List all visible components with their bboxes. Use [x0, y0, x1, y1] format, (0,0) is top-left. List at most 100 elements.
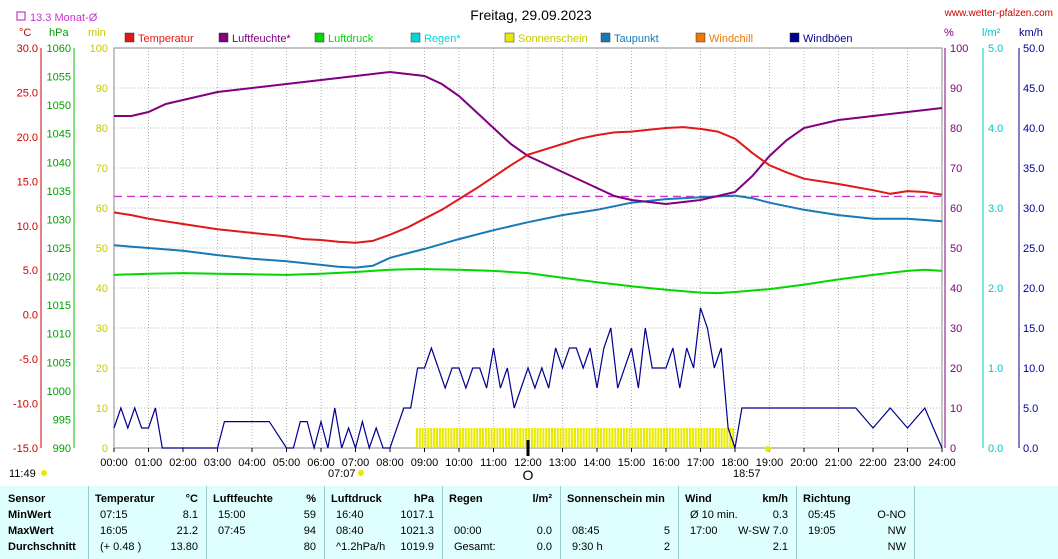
sunshine-bar: [559, 428, 562, 448]
wind-unit: km/h: [1019, 27, 1043, 39]
dir-time: 05:45: [808, 509, 836, 521]
legend-swatch: [504, 32, 515, 43]
sunshine-bar: [484, 428, 487, 448]
dir-value: O-NO: [877, 509, 906, 521]
sunshine-bar: [625, 428, 628, 448]
pressure-tick-label: 1040: [47, 157, 71, 169]
x-tick-label: 05:00: [273, 457, 301, 469]
sunshine-bar: [461, 428, 464, 448]
pressure-tick-label: 1015: [47, 300, 71, 312]
sunshine-bar: [723, 428, 726, 448]
row-label: Durchschnitt: [8, 541, 76, 553]
dir-time: 19:05: [808, 525, 836, 537]
pressure-tick-label: 1010: [47, 329, 71, 341]
header-press-unit: hPa: [413, 493, 434, 505]
rain-time: Gesamt:: [454, 541, 496, 553]
wind-tick-label: 10.0: [1023, 363, 1044, 375]
header-rain: Regen: [449, 493, 483, 505]
x-tick-label: 18:00: [721, 457, 749, 469]
sunshine-bar: [602, 428, 605, 448]
wind-tick-label: 15.0: [1023, 323, 1044, 335]
sunshine-bar: [447, 428, 450, 448]
x-tick-label: 16:00: [652, 457, 680, 469]
sunshine-bar: [513, 428, 516, 448]
sunshine-bar: [622, 428, 625, 448]
sunshine-bar: [620, 428, 622, 448]
sunshine-bar: [436, 428, 438, 448]
temp-tick-label: -10.0: [13, 399, 38, 411]
sunshine-bar: [441, 428, 444, 448]
temp-tick-label: 10.0: [17, 221, 38, 233]
legend-label: Luftdruck: [328, 33, 374, 45]
sunshine-bar: [505, 428, 507, 448]
temp-tick-label: -5.0: [19, 354, 38, 366]
sunshine-bar: [450, 428, 453, 448]
x-tick-label: 24:00: [928, 457, 956, 469]
x-tick-label: 01:00: [135, 457, 163, 469]
pressure-tick-label: 1030: [47, 214, 71, 226]
humidity-tick-label: 50: [950, 243, 962, 255]
sunshine-bar: [510, 428, 513, 448]
x-tick-label: 00:00: [100, 457, 128, 469]
sunshine-bar: [525, 428, 528, 448]
x-tick-label: 07:00: [342, 457, 370, 469]
sunshine-bar: [582, 428, 585, 448]
minutes-tick-label: 50: [96, 243, 108, 255]
x-tick-label: 12:00: [514, 457, 542, 469]
legend-label: Luftfeuchte*: [232, 33, 291, 45]
x-tick-label: 02:00: [169, 457, 197, 469]
humidity-line: [114, 70, 943, 206]
sunset-label: 18:57: [733, 468, 761, 480]
sun-value: 5: [663, 525, 670, 537]
table-column-divider: [796, 486, 797, 559]
x-tick-label: 13:00: [549, 457, 577, 469]
rain-tick-label: 0.0: [988, 443, 1003, 455]
wind-tick-label: 45.0: [1023, 83, 1044, 95]
x-tick-label: 03:00: [204, 457, 232, 469]
sunshine-bar: [674, 428, 677, 448]
hum-value: 94: [303, 525, 316, 537]
sunshine-bar: [528, 428, 530, 448]
wind-value: 0.3: [772, 509, 788, 521]
sunshine-bar: [574, 428, 576, 448]
sunshine-bar: [470, 428, 473, 448]
sunshine-bar: [427, 428, 430, 448]
header-temp-unit: °C: [185, 493, 198, 505]
sunshine-bar: [499, 428, 502, 448]
temp-tick-label: 20.0: [17, 132, 38, 144]
pressure-tick-label: 1005: [47, 357, 71, 369]
pressure-tick-label: 1035: [47, 186, 71, 198]
sunshine-bar: [671, 428, 674, 448]
sunshine-bar: [556, 428, 559, 448]
sunshine-bar: [490, 428, 493, 448]
x-tick-label: 23:00: [894, 457, 922, 469]
temp-value: 13.80: [170, 541, 198, 553]
sunshine-bar: [507, 428, 510, 448]
table-column-divider: [678, 486, 679, 559]
legend-swatch: [410, 32, 421, 43]
sunshine-bar: [530, 428, 533, 448]
sunshine-bar: [479, 428, 482, 448]
minutes-unit: min: [88, 27, 106, 39]
sunshine-bar: [493, 428, 496, 448]
sunshine-bar: [714, 428, 717, 448]
sunshine-bar: [666, 428, 668, 448]
sunshine-bar: [473, 428, 476, 448]
header-hum: Luftfeuchte: [213, 493, 273, 505]
header-hum-unit: %: [306, 493, 316, 505]
sunshine-bar: [430, 428, 433, 448]
noon-symbol: O: [523, 467, 534, 483]
sunshine-bar: [680, 428, 683, 448]
legend-label: Taupunkt: [614, 33, 659, 45]
sunshine-bar: [482, 428, 484, 448]
sunshine-bar: [522, 428, 525, 448]
sunshine-bar: [686, 428, 689, 448]
row-label: MaxWert: [8, 525, 54, 537]
header-wind-unit: km/h: [762, 493, 788, 505]
sunshine-bar: [545, 428, 548, 448]
minutes-tick-label: 100: [90, 43, 108, 55]
chart-title: Freitag, 29.09.2023: [470, 7, 592, 23]
minutes-tick-label: 70: [96, 163, 108, 175]
daylength-label: 11:49: [9, 468, 36, 480]
hum-value: 80: [303, 541, 316, 553]
